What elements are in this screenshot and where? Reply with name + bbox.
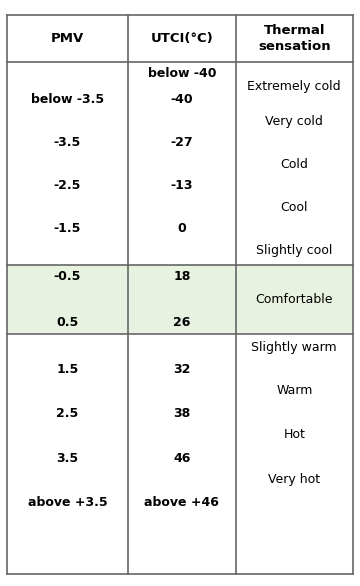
Text: -2.5: -2.5 xyxy=(54,179,81,192)
Text: -3.5: -3.5 xyxy=(54,136,81,149)
Text: Thermal
sensation: Thermal sensation xyxy=(258,23,330,53)
Text: 18: 18 xyxy=(173,270,190,283)
Text: PMV: PMV xyxy=(51,32,84,45)
Text: Comfortable: Comfortable xyxy=(256,293,333,306)
Text: 32: 32 xyxy=(173,363,190,376)
Text: -13: -13 xyxy=(171,179,193,192)
Text: 2.5: 2.5 xyxy=(57,407,78,420)
Text: Slightly warm: Slightly warm xyxy=(252,341,337,354)
Text: Very cold: Very cold xyxy=(265,115,323,128)
Text: 1.5: 1.5 xyxy=(57,363,78,376)
Text: below -3.5: below -3.5 xyxy=(31,93,104,106)
Text: above +46: above +46 xyxy=(144,496,219,509)
Text: -27: -27 xyxy=(171,136,193,149)
Text: -0.5: -0.5 xyxy=(54,270,81,283)
Text: 26: 26 xyxy=(173,316,190,329)
Text: 3.5: 3.5 xyxy=(57,452,78,465)
Text: Hot: Hot xyxy=(283,428,305,441)
Text: Cold: Cold xyxy=(280,158,308,171)
Text: 38: 38 xyxy=(173,407,190,420)
Text: 0.5: 0.5 xyxy=(57,316,78,329)
Text: -1.5: -1.5 xyxy=(54,222,81,235)
Text: Warm: Warm xyxy=(276,384,312,397)
Text: below -40: below -40 xyxy=(148,67,216,80)
Text: Slightly cool: Slightly cool xyxy=(256,244,333,257)
Text: Very hot: Very hot xyxy=(268,473,320,486)
Text: Extremely cold: Extremely cold xyxy=(247,80,341,93)
Text: UTCI(°C): UTCI(°C) xyxy=(150,32,213,45)
Text: above +3.5: above +3.5 xyxy=(28,496,107,509)
Bar xyxy=(7,265,353,334)
Text: 0: 0 xyxy=(177,222,186,235)
Text: -40: -40 xyxy=(171,93,193,106)
Text: Cool: Cool xyxy=(280,201,308,214)
Text: 46: 46 xyxy=(173,452,190,465)
